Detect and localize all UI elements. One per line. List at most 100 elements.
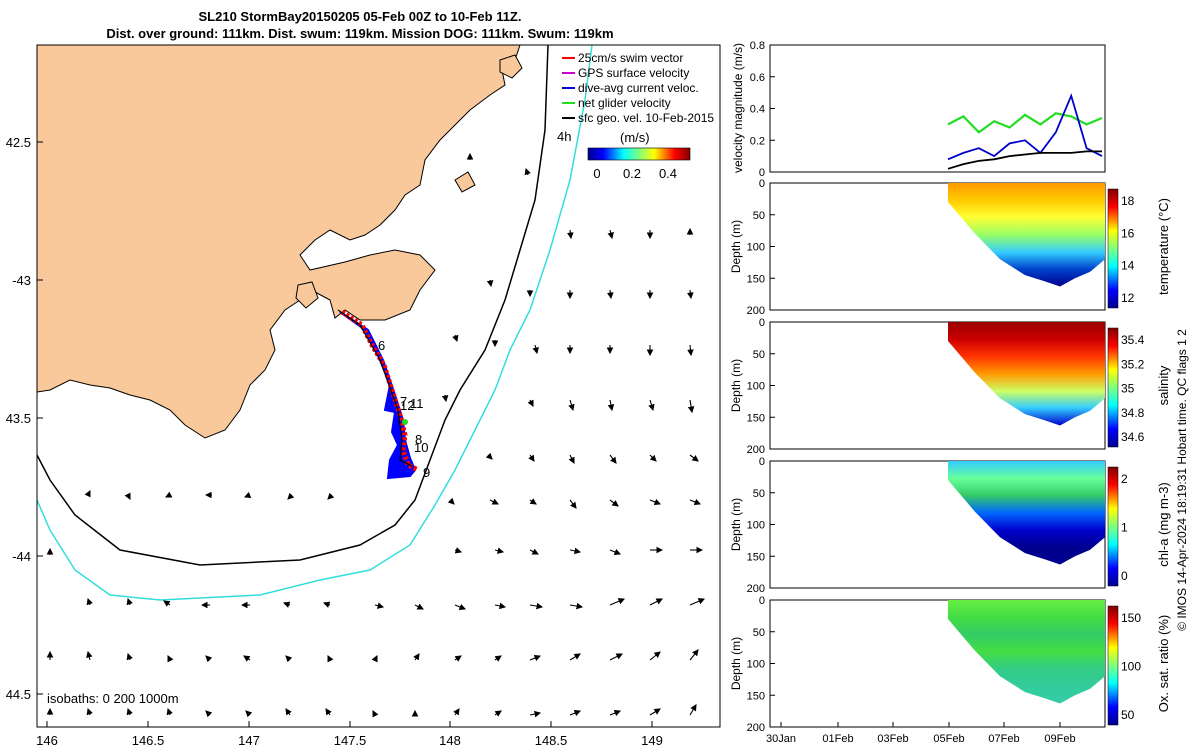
colorbar-tick-label: 34.6	[1121, 430, 1145, 444]
current-vector-arrow	[126, 707, 133, 716]
current-vector-arrow	[689, 454, 699, 462]
current-vector-arrow	[648, 399, 655, 412]
current-vector-arrow	[649, 598, 663, 606]
track-label: 11	[410, 396, 424, 411]
depth-tick-label: 150	[747, 412, 765, 424]
map-ytick-label: 42.5	[6, 135, 31, 150]
current-vector-arrow	[282, 601, 291, 608]
current-vector-arrow	[687, 344, 694, 357]
current-vector-arrow	[414, 603, 424, 610]
current-vector-arrow	[126, 652, 133, 661]
map-ytick-label: 43.5	[6, 411, 31, 426]
depth-axis-label: Depth (m)	[729, 359, 743, 412]
current-vector-arrow	[447, 497, 455, 505]
current-vector-arrow	[167, 655, 174, 663]
velocity-ylabel: velocity magnitude (m/s)	[731, 43, 745, 173]
current-vector-arrow	[86, 650, 93, 661]
colorbar-tick-label: 0.4	[659, 166, 677, 181]
land-tasmania	[37, 45, 521, 439]
current-vector-arrow	[489, 498, 499, 505]
depth-tick-label: 0	[759, 317, 765, 329]
glider-track-black	[337, 309, 413, 467]
depth-tick-label: 100	[747, 242, 765, 254]
colorbar-tick-label: 35.2	[1121, 357, 1145, 371]
current-vector-arrow	[687, 399, 695, 414]
velocity-ytick-label: 0.8	[750, 40, 765, 52]
depth-axis-label: Depth (m)	[729, 220, 743, 273]
current-vector-arrow	[649, 454, 657, 462]
time-tick-label: 09Feb	[1044, 733, 1075, 745]
current-vector-arrow	[441, 394, 449, 403]
current-vector-arrow	[529, 548, 539, 555]
section-panel-2: 0 50 100 150 200 Depth (m) 2 1 0 chl-a (mg m-3)	[729, 456, 1171, 595]
current-vector-arrow	[126, 597, 133, 606]
map-xtick-label: 146.5	[132, 733, 165, 748]
current-vector-arrow	[567, 229, 574, 240]
map-colorbar	[587, 147, 691, 161]
current-vector-arrow	[569, 709, 582, 717]
legend-label: 25cm/s swim vector	[578, 51, 683, 65]
map-xtick-label: 147	[238, 733, 260, 748]
time-tick-label: 07Feb	[988, 733, 1019, 745]
colorbar-tick-label: 2	[1121, 472, 1128, 486]
current-vector-arrow	[609, 598, 626, 606]
map-ytick-label: 44.5	[6, 687, 31, 702]
current-vector-arrow	[285, 708, 292, 716]
section-data-wedge	[948, 461, 1105, 565]
current-vector-arrow	[607, 229, 614, 240]
current-vector-arrow	[86, 597, 93, 606]
depth-tick-label: 200	[747, 722, 765, 734]
colorbar-tick-label: 34.8	[1121, 406, 1145, 420]
section-colorbar	[1107, 466, 1119, 587]
depth-tick-label: 0	[759, 178, 765, 190]
track-label: 6	[378, 338, 385, 353]
current-vector-arrow	[494, 710, 502, 717]
section-panel-1: 0 50 100 150 200 Depth (m) 35.4 35.2 35 34.8 34.6 s…	[729, 317, 1171, 456]
depth-axis-label: Depth (m)	[729, 498, 743, 551]
section-colorbar-label: salinity	[1156, 365, 1171, 405]
current-vector-arrow	[165, 491, 173, 498]
island-north	[499, 54, 523, 79]
depth-tick-label: 50	[753, 349, 765, 361]
current-vector-arrow	[285, 655, 293, 663]
current-vector-arrow	[569, 653, 581, 661]
current-vector-arrow	[689, 704, 697, 716]
current-vector-arrow	[529, 654, 542, 662]
current-vector-arrow	[689, 649, 699, 661]
current-vector-arrow	[454, 603, 467, 611]
current-vector-arrow	[243, 655, 251, 662]
section-data-wedge	[948, 322, 1105, 426]
current-vector-arrow	[607, 399, 615, 412]
legend-label: net glider velocity	[578, 96, 671, 110]
current-vector-arrow	[245, 710, 253, 718]
current-vector-arrow	[322, 601, 331, 608]
legend-label: sfc geo. vel. 10-Feb-2015	[578, 111, 714, 125]
depth-tick-label: 100	[747, 520, 765, 532]
current-vector-arrow	[454, 655, 462, 662]
colorbar-tick-label: 16	[1121, 226, 1135, 240]
current-vector-arrow	[649, 498, 662, 506]
section-colorbar	[1107, 327, 1119, 448]
track-label: 12	[400, 398, 414, 413]
velocity-series-green	[947, 112, 1103, 134]
current-vector-arrow	[372, 710, 379, 718]
current-vector-arrow	[532, 344, 539, 355]
current-vector-arrow	[374, 602, 385, 609]
glider-track-red	[340, 309, 420, 473]
colorbar-tick-label: 50	[1121, 708, 1135, 722]
current-vector-arrow	[413, 653, 420, 661]
map-xtick-label: 149	[641, 733, 663, 748]
current-vector-arrow	[454, 547, 463, 554]
depth-tick-label: 200	[747, 583, 765, 595]
velocity-ytick-label: 0.6	[750, 72, 765, 84]
section-panel-3: 0 50 100 150 200 Depth (m) 150 100 50 Ox. sat. ra…	[729, 595, 1171, 734]
current-vector-arrow	[569, 499, 577, 509]
depth-tick-label: 150	[747, 273, 765, 285]
current-vector-arrow	[86, 707, 93, 716]
current-vector-arrow	[609, 454, 617, 464]
track-label: 8	[415, 432, 422, 447]
vector-scale-label: 4h	[557, 129, 571, 144]
current-vector-arrow	[529, 710, 542, 718]
current-vector-arrow	[689, 498, 702, 506]
figure-title: SL210 StormBay20150205 05-Feb 00Z to 10-…	[198, 9, 522, 24]
